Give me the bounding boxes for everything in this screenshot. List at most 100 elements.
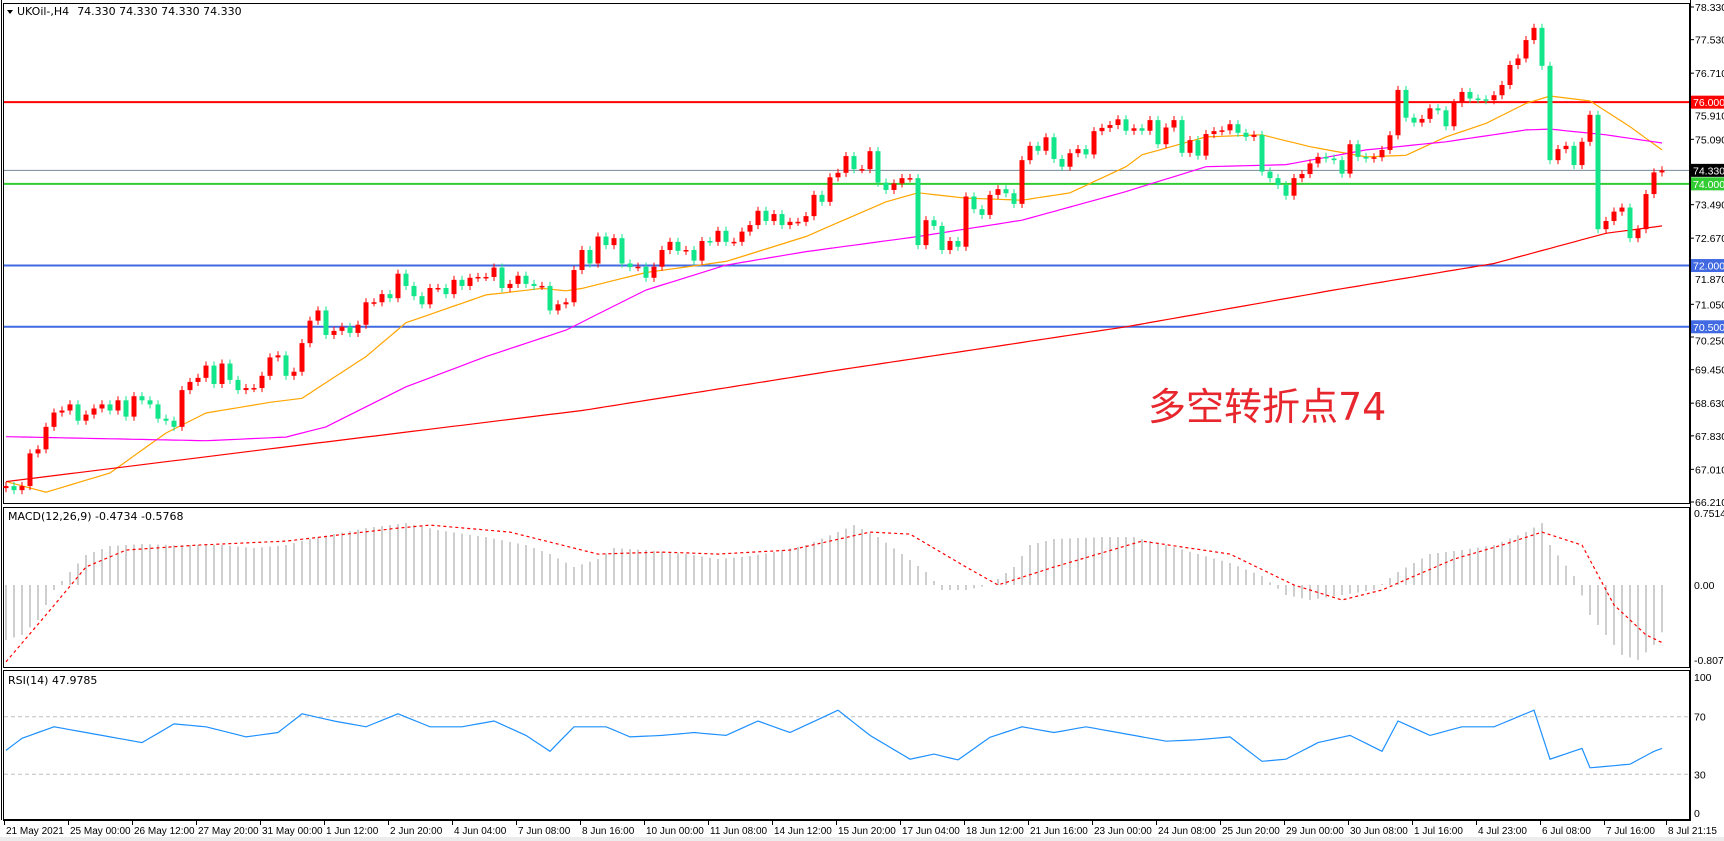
candle-body <box>1611 211 1617 222</box>
triangle-down-icon[interactable] <box>7 10 13 14</box>
time-tick-label: 4 Jun 04:00 <box>454 826 507 837</box>
candle-body <box>1027 145 1033 161</box>
ma-fast-line <box>5 95 1663 493</box>
candle <box>923 216 929 250</box>
current-price-box-label: 74.330 <box>1693 165 1724 177</box>
price-panel[interactable] <box>3 3 1690 504</box>
ohlc-values: 74.330 74.330 74.330 74.330 <box>77 5 241 18</box>
candle-body <box>211 365 217 384</box>
candle <box>1299 169 1305 183</box>
candle <box>147 396 153 409</box>
candle-body <box>155 404 161 419</box>
candle <box>859 165 865 174</box>
candle-body <box>595 236 601 264</box>
candle-body <box>851 156 857 170</box>
candle-body <box>867 151 873 170</box>
price-tick-label: 73.490 <box>1695 200 1724 212</box>
candle <box>1307 159 1313 179</box>
candle-body <box>443 287 449 295</box>
price-tick-label: 71.870 <box>1695 274 1724 286</box>
candle-body <box>1419 118 1425 123</box>
candle-body <box>971 196 977 210</box>
candle-body <box>563 302 569 305</box>
candle <box>1115 115 1121 130</box>
candle <box>171 416 177 431</box>
candle-body <box>907 178 913 180</box>
candle <box>291 367 297 380</box>
candle-body <box>1187 140 1193 153</box>
candle <box>1611 207 1617 226</box>
price-tick-label: 71.050 <box>1695 299 1724 311</box>
price-tick-label: 72.670 <box>1695 233 1724 245</box>
candle <box>267 353 273 380</box>
candle-body <box>195 377 201 382</box>
candle <box>1435 104 1441 115</box>
candle <box>619 234 625 268</box>
candle-body <box>1307 163 1313 175</box>
candle-body <box>1203 134 1209 156</box>
candle-body <box>1563 145 1569 150</box>
candle-body <box>707 241 713 243</box>
candle-body <box>779 214 785 226</box>
candle-body <box>1651 172 1657 195</box>
candle <box>387 290 393 303</box>
candle <box>1387 131 1393 155</box>
candle <box>483 272 489 282</box>
time-tick-label: 29 Jun 00:00 <box>1286 826 1344 837</box>
price-tick-label: 76.710 <box>1695 68 1724 80</box>
candle-body <box>123 400 129 417</box>
candle <box>1227 120 1233 135</box>
level-price-box <box>1691 259 1724 273</box>
candle-body <box>987 194 993 215</box>
candle <box>1619 203 1625 216</box>
rsi-panel[interactable] <box>3 670 1690 820</box>
candle <box>363 298 369 329</box>
candle <box>1643 189 1649 234</box>
candle <box>1451 98 1457 131</box>
candle-body <box>347 326 353 333</box>
candle <box>1547 61 1553 165</box>
candle-body <box>179 390 185 427</box>
candle-body <box>1243 132 1249 137</box>
candle-body <box>1515 58 1521 65</box>
candle-body <box>1427 108 1433 119</box>
candle-body <box>35 449 41 454</box>
candle-body <box>1219 130 1225 132</box>
candle <box>531 279 537 291</box>
candle <box>1427 104 1433 123</box>
candle <box>955 236 961 251</box>
candle <box>115 396 121 415</box>
candle-body <box>1299 174 1305 179</box>
time-tick-label: 24 Jun 08:00 <box>1158 826 1216 837</box>
macd-panel[interactable] <box>3 507 1690 668</box>
candle-body <box>1443 110 1449 127</box>
candle <box>723 226 729 246</box>
candle <box>1067 149 1073 171</box>
candle <box>771 209 777 226</box>
candle-body <box>203 365 209 378</box>
candle-body <box>659 250 665 267</box>
candle-body <box>819 194 825 202</box>
candle-body <box>1043 137 1049 151</box>
candle <box>203 361 209 382</box>
candle-body <box>1291 178 1297 196</box>
candle <box>675 237 681 255</box>
candle <box>219 359 225 389</box>
candle <box>707 236 713 246</box>
candle <box>419 292 425 309</box>
candle-body <box>1507 64 1513 86</box>
current-price-box <box>1691 163 1724 177</box>
candle-body <box>1411 117 1417 123</box>
candle <box>691 245 697 265</box>
candle-body <box>515 275 521 284</box>
rsi-tick-label: 30 <box>1694 769 1706 781</box>
candle-body <box>1067 153 1073 167</box>
candle <box>1099 123 1105 136</box>
rsi-tick-label: 70 <box>1694 712 1706 724</box>
candle-body <box>1267 171 1273 179</box>
candle-body <box>891 183 897 190</box>
candle <box>131 392 137 421</box>
candle <box>499 263 505 293</box>
candle <box>731 237 737 246</box>
